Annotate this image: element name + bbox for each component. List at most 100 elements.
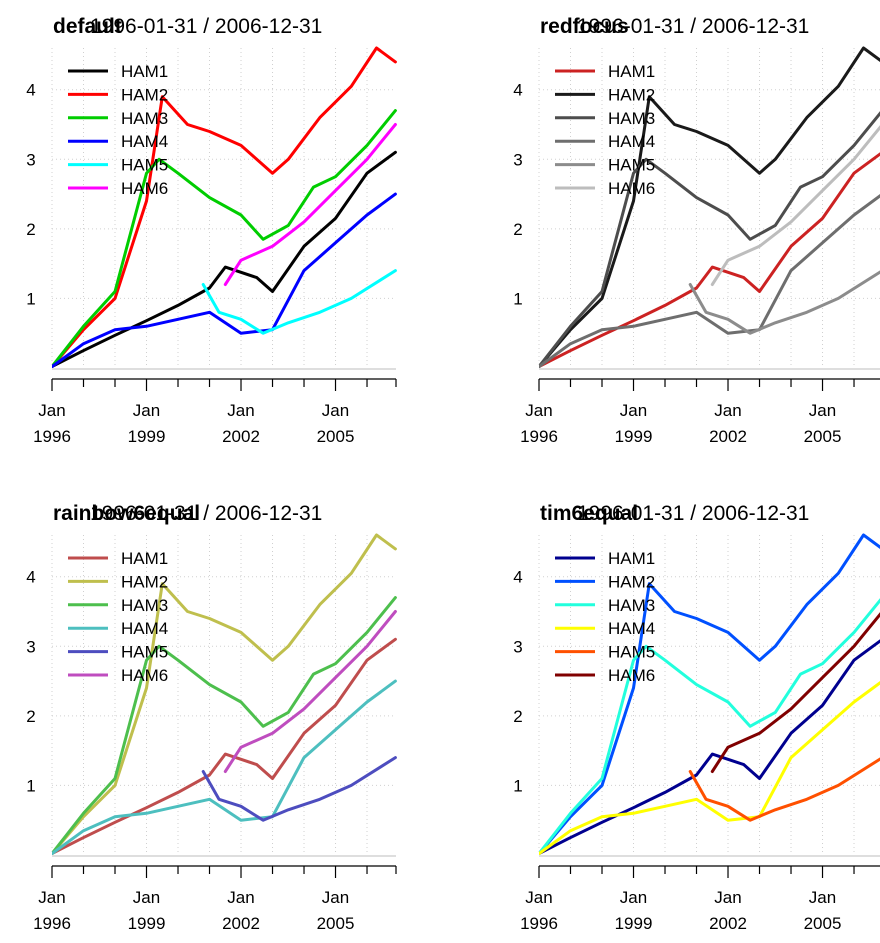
x-tick-label-year: 2005 (317, 427, 355, 446)
legend: HAM1 HAM2 HAM3 HAM4 HAM5 HAM6 (68, 62, 168, 198)
chart-title: default (53, 15, 122, 38)
x-tick-label-month: Jan (133, 401, 160, 420)
y-tick-label: 1 (26, 776, 35, 795)
series-line-HAM6 (710, 125, 880, 286)
series-line-HAM3 (52, 596, 397, 855)
x-tick-label-month: Jan (322, 888, 349, 907)
legend-label: HAM2 (608, 85, 655, 104)
series-line-HAM2 (539, 533, 880, 855)
x-tick-label-year: 2002 (222, 427, 260, 446)
chart-subtitle: 1996-01-31 / 2006-12-31 (90, 15, 322, 38)
series-line-HAM3 (52, 109, 397, 368)
x-tick-label-year: 1996 (520, 914, 558, 933)
legend-label: HAM3 (608, 596, 655, 615)
series-line-HAM4 (539, 681, 880, 855)
legend-label: HAM4 (608, 132, 655, 151)
legend-label: HAM5 (608, 156, 655, 175)
legend-label: HAM3 (121, 596, 168, 615)
series-line-HAM2 (52, 533, 397, 855)
x-tick-label-month: Jan (809, 888, 836, 907)
x-tick-label-month: Jan (714, 888, 741, 907)
legend-label: HAM1 (121, 549, 168, 568)
series-group (52, 533, 397, 855)
series-line-HAM2 (539, 46, 880, 368)
y-tick-label: 1 (26, 289, 35, 308)
legend-label: HAM2 (608, 572, 655, 591)
series-line-HAM4 (52, 192, 397, 368)
x-tick-label-year: 2005 (804, 914, 842, 933)
legend-label: HAM3 (608, 109, 655, 128)
y-tick-label: 4 (513, 568, 522, 587)
legend-label: HAM1 (121, 62, 168, 81)
series-line-HAM5 (688, 270, 880, 335)
series-group (539, 46, 880, 368)
y-tick-label: 2 (513, 220, 522, 239)
chart-subtitle: 1996-01-31 / 2006-12-31 (577, 502, 809, 525)
x-tick-label-year: 2005 (804, 427, 842, 446)
x-tick-label-month: Jan (227, 401, 254, 420)
y-tick-label: 3 (26, 150, 35, 169)
chart-title: rainbow6equal (53, 502, 200, 525)
y-tick-label: 2 (26, 707, 35, 726)
series-line-HAM4 (539, 194, 880, 368)
x-tick-label-month: Jan (38, 401, 65, 420)
x-tick-label-month: Jan (714, 401, 741, 420)
x-tick-label-year: 1996 (33, 427, 71, 446)
x-tick-label-year: 2002 (709, 914, 747, 933)
y-tick-label: 4 (26, 568, 35, 587)
y-tick-label: 4 (26, 81, 35, 100)
x-tick-label-month: Jan (322, 401, 349, 420)
series-line-HAM3 (539, 111, 880, 368)
x-tick-label-year: 1999 (128, 427, 166, 446)
legend-label: HAM5 (121, 156, 168, 175)
x-tick-label-year: 2002 (222, 914, 260, 933)
x-tick-label-year: 1999 (615, 914, 653, 933)
legend-label: HAM2 (121, 85, 168, 104)
legend: HAM1 HAM2 HAM3 HAM4 HAM5 HAM6 (68, 549, 168, 685)
series-line-HAM5 (201, 756, 397, 822)
series-line-HAM3 (539, 598, 880, 855)
x-tick-label-year: 2002 (709, 427, 747, 446)
legend-label: HAM6 (121, 179, 168, 198)
x-tick-label-month: Jan (133, 888, 160, 907)
x-tick-label-year: 2005 (317, 914, 355, 933)
x-tick-label-month: Jan (525, 888, 552, 907)
series-line-HAM4 (52, 679, 397, 855)
series-line-HAM6 (223, 123, 397, 286)
x-tick-label-year: 1999 (128, 914, 166, 933)
legend-label: HAM4 (608, 619, 655, 638)
y-tick-label: 3 (26, 637, 35, 656)
legend-label: HAM3 (121, 109, 168, 128)
legend-label: HAM5 (608, 643, 655, 662)
series-line-HAM6 (223, 610, 397, 773)
y-tick-label: 3 (513, 637, 522, 656)
x-tick-label-year: 1996 (520, 427, 558, 446)
series-line-HAM5 (201, 269, 397, 335)
series-line-HAM5 (688, 757, 880, 822)
legend-label: HAM4 (121, 132, 168, 151)
chart-subtitle: 1996-01-31 / 2006-12-31 (577, 15, 809, 38)
x-tick-label-month: Jan (525, 401, 552, 420)
legend-label: HAM1 (608, 549, 655, 568)
legend-label: HAM1 (608, 62, 655, 81)
x-tick-label-month: Jan (620, 888, 647, 907)
x-tick-label-year: 1996 (33, 914, 71, 933)
chart-title: redfocus (540, 15, 629, 38)
series-group (539, 533, 880, 855)
chart-title: tim6equal (540, 502, 638, 525)
series-line-HAM1 (52, 150, 397, 368)
x-tick-label-month: Jan (620, 401, 647, 420)
legend-label: HAM6 (608, 179, 655, 198)
series-group (52, 46, 397, 368)
series-line-HAM6 (710, 612, 880, 773)
y-tick-label: 3 (513, 150, 522, 169)
legend-label: HAM6 (121, 666, 168, 685)
legend-label: HAM2 (121, 572, 168, 591)
x-tick-label-month: Jan (38, 888, 65, 907)
series-line-HAM2 (52, 46, 397, 368)
